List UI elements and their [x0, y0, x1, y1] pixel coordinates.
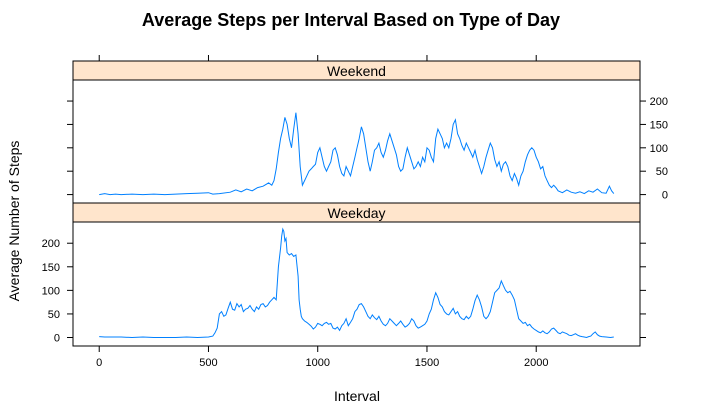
y-tick-label-weekday-50: 50 — [48, 309, 60, 321]
y-tick-label-weekend-50: 50 — [656, 166, 668, 178]
x-tick-label-0: 0 — [96, 357, 102, 369]
x-tick-label-1000: 1000 — [305, 357, 329, 369]
x-tick-label-500: 500 — [199, 357, 217, 369]
strip-label-weekend: Weekend — [327, 63, 386, 79]
y-axis-label: Average Number of Steps — [6, 141, 22, 302]
x-tick-label-1500: 1500 — [415, 357, 439, 369]
x-tick-label-2000: 2000 — [524, 357, 548, 369]
y-tick-label-weekend-0: 0 — [662, 190, 668, 202]
y-tick-label-weekend-100: 100 — [650, 143, 668, 155]
x-axis-label: Interval — [334, 388, 380, 404]
y-tick-label-weekday-0: 0 — [54, 333, 60, 345]
panel-frame-weekend — [72, 79, 641, 204]
y-tick-label-weekday-200: 200 — [42, 238, 60, 250]
y-tick-label-weekday-150: 150 — [42, 262, 60, 274]
strip-label-weekday: Weekday — [327, 205, 385, 221]
y-tick-label-weekend-150: 150 — [650, 119, 668, 131]
y-tick-label-weekday-100: 100 — [42, 285, 60, 297]
panel-frame-weekday — [72, 221, 641, 347]
series-line-weekend — [99, 112, 615, 196]
series-line-weekday — [99, 227, 614, 339]
y-tick-label-weekend-200: 200 — [650, 96, 668, 108]
chart-title: Average Steps per Interval Based on Type… — [142, 10, 560, 30]
